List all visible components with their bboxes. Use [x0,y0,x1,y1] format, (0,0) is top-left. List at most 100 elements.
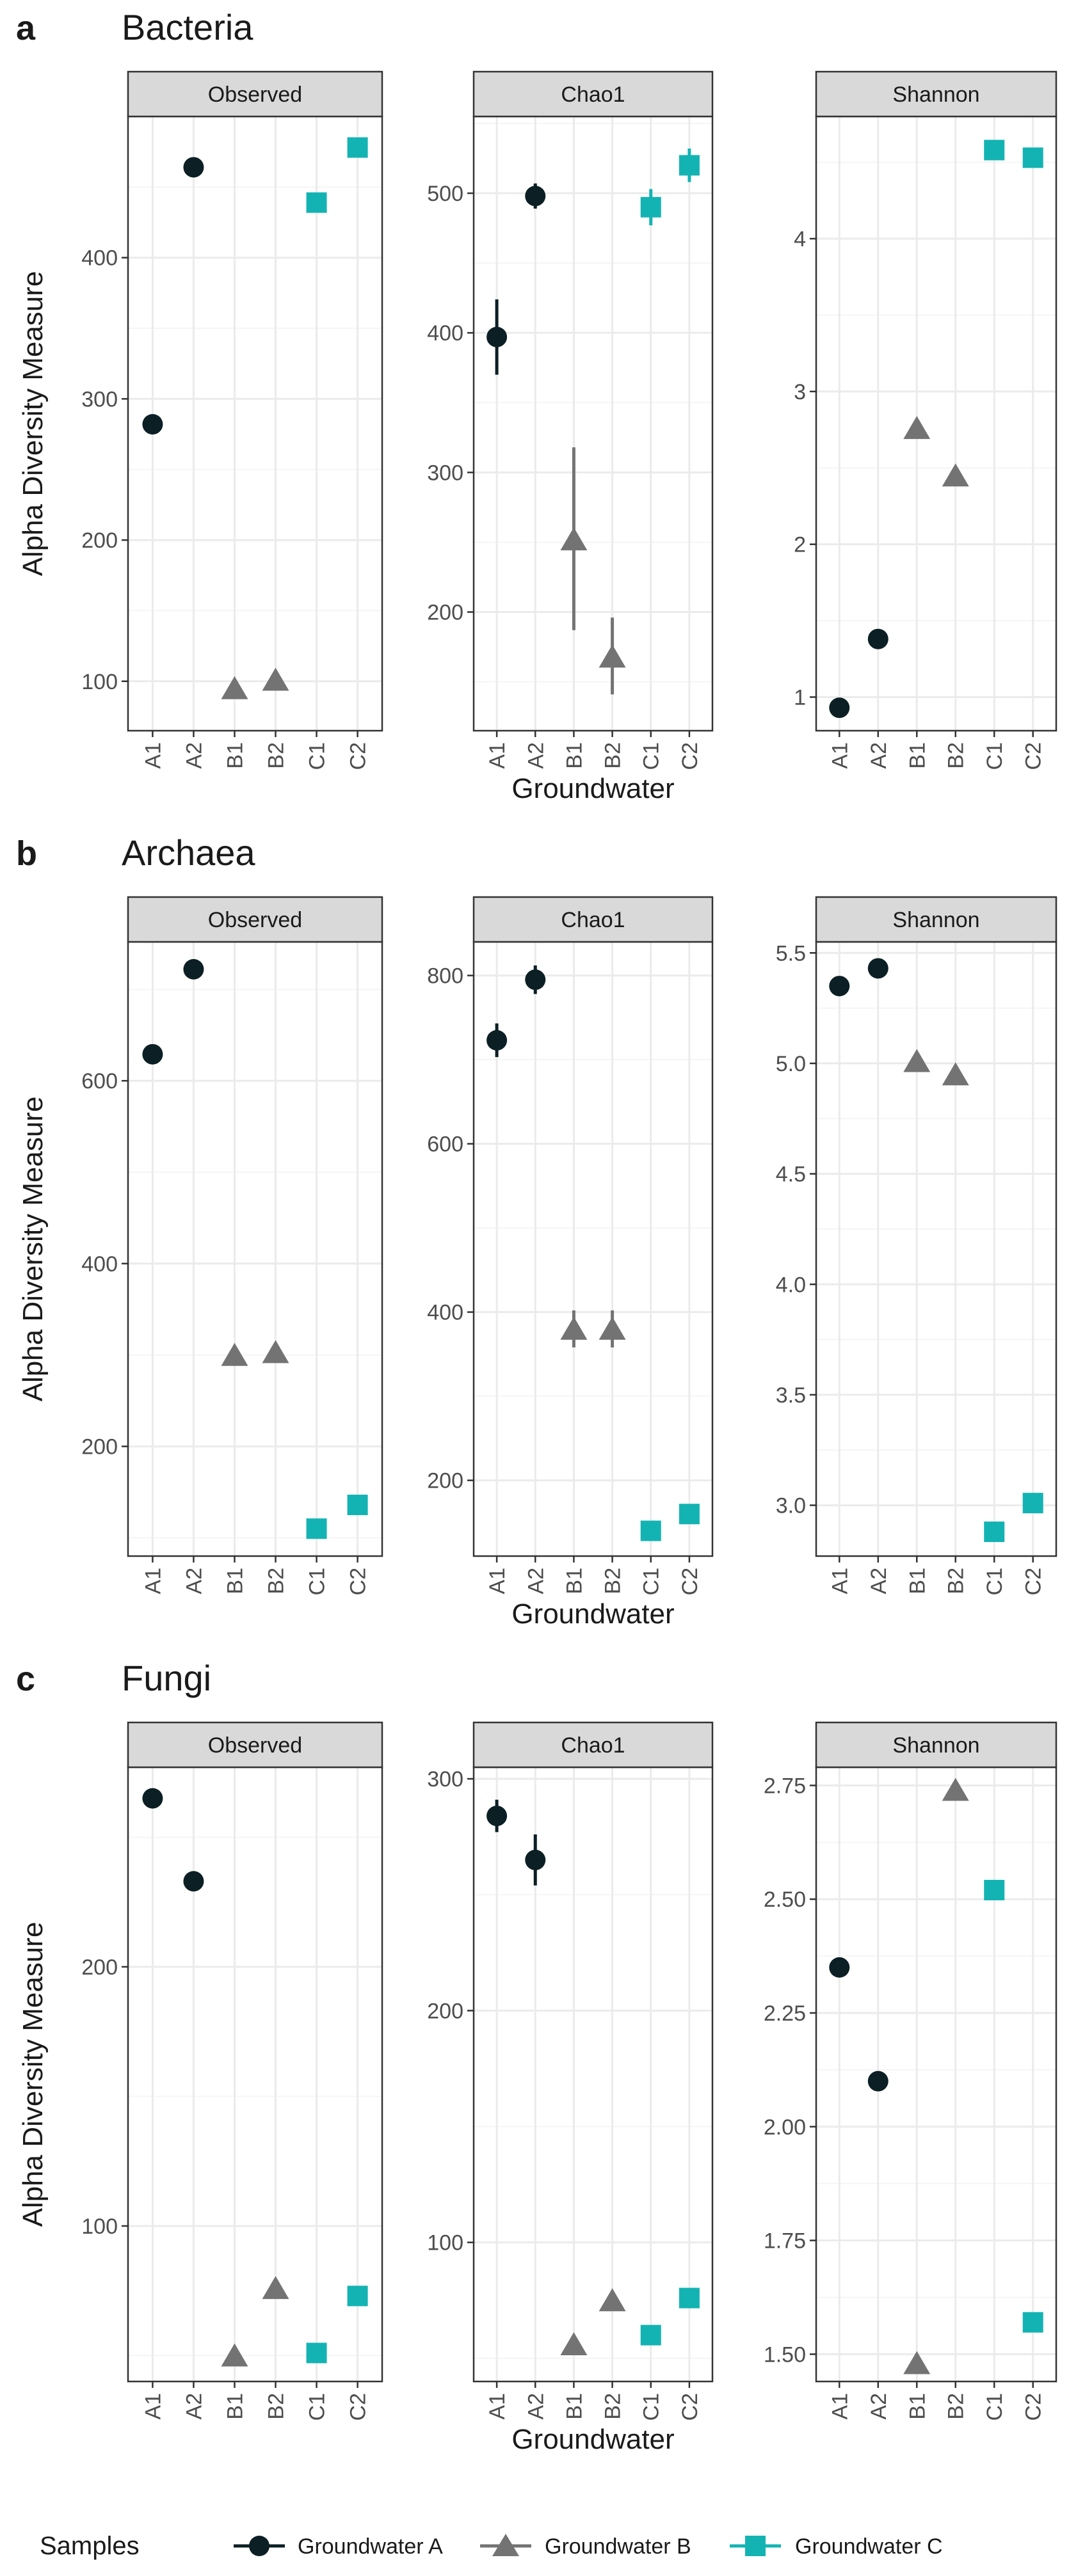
x-tick-label-c1: C1 [983,2393,1007,2421]
row-fungi: c Fungi Alpha Diversity Measure Groundwater… [16,1658,1057,2455]
x-tick-label-b1: B1 [223,2393,247,2420]
panel-bacteria-observed: Observed 100 200 300 400 A1 A2 B1 B2 C1 C2 [81,70,383,770]
x-tick-label-a2: A2 [524,1568,548,1594]
point-b2 [942,1062,969,1086]
y-tick-label: 3.0 [776,1494,806,1518]
plot-rows: a Bacteria Alpha Diversity Measure Groundwa… [16,7,1057,2455]
point-b2 [262,2276,289,2300]
point-c2 [1022,2312,1043,2333]
x-tick-label-b1: B1 [562,742,586,769]
point-c2 [347,1495,368,1515]
point-b2 [599,1316,626,1340]
y-tick-label: 2.75 [764,1774,806,1798]
panel-background [816,942,1056,1556]
point-c1 [984,139,1005,161]
y-tick-label: 1.50 [764,2342,806,2367]
x-tick-label-b2: B2 [944,2393,968,2420]
y-tick-label: 2.50 [764,1888,806,1912]
point-a2 [183,157,204,178]
x-tick-label-c2: C2 [678,1568,702,1595]
legend-item-groundwater-c: Groundwater C [730,2534,943,2559]
y-tick-label: 3 [794,380,806,404]
x-tick-label-a1: A1 [828,1568,852,1594]
y-tick-label: 2.25 [764,2001,806,2026]
x-tick-label-a2: A2 [524,742,548,769]
y-tick-label: 200 [81,1955,118,1980]
panel-background [474,942,712,1556]
x-tick-label-b2: B2 [601,742,625,769]
x-tick-label-a2: A2 [867,1568,891,1594]
strip-background [815,1721,1057,1769]
point-b1 [903,2351,931,2374]
y-tick-label: 600 [81,1069,118,1093]
legend-label-groundwater-b: Groundwater B [545,2534,691,2559]
y-tick-label: 100 [427,2231,463,2255]
x-tick-label-b1: B1 [562,2393,586,2420]
y-tick-label: 400 [427,321,463,346]
point-c1 [306,2342,327,2364]
x-tick-label-a1: A1 [141,2393,165,2420]
x-tick-label-a1: A1 [141,1568,165,1594]
x-tick-label-b1: B1 [905,1568,929,1594]
panel-background [128,116,382,731]
legend-label-groundwater-a: Groundwater A [298,2534,443,2559]
y-tick-label: 4 [794,227,806,251]
x-tick-label-b2: B2 [264,2393,289,2420]
strip-background [815,70,1057,118]
y-axis-label: Alpha Diversity Measure [17,271,49,576]
y-tick-label: 4.0 [776,1273,806,1297]
x-tick-label-b2: B2 [601,1568,625,1594]
x-tick-label-b1: B1 [223,1568,247,1594]
x-tick-label-c1: C1 [305,742,330,770]
point-c1 [984,1880,1005,1900]
point-b1 [903,416,931,440]
y-tick-label: 100 [81,670,118,694]
row-title-bacteria: Bacteria [122,7,253,47]
point-a1 [486,1030,508,1051]
x-tick-label-a2: A2 [524,2393,548,2420]
point-b2 [262,1340,289,1364]
point-b1 [221,676,248,699]
point-b2 [942,463,969,487]
panel-background [128,942,382,1556]
point-c1 [640,2325,661,2346]
strip-label: Chao1 [561,83,625,107]
point-a2 [183,1871,204,1892]
panel-fungi-observed: Observed 100 200 A1 A2 B1 B2 C1 C2 [81,1721,383,2421]
legend-triangle-icon [492,2534,519,2556]
point-a2 [525,969,546,990]
row-letter-b: b [16,834,37,873]
x-tick-label-c1: C1 [983,742,1007,770]
y-tick-label: 800 [427,964,463,989]
panel-background [474,116,712,731]
x-tick-label-a2: A2 [867,742,891,769]
point-a2 [525,1849,546,1870]
point-a2 [525,186,546,207]
point-c2 [679,2287,700,2309]
point-c1 [640,1520,661,1541]
x-tick-label-b1: B1 [562,1568,586,1594]
y-tick-label: 100 [81,2214,118,2239]
x-tick-label-a1: A1 [828,742,852,769]
point-c2 [1022,1493,1043,1514]
x-tick-label-b1: B1 [905,2393,929,2420]
x-tick-label-c2: C2 [1022,742,1046,770]
y-tick-label: 200 [427,1469,463,1493]
panel-background [474,1767,712,2381]
row-title-fungi: Fungi [122,1658,211,1698]
x-tick-label-c2: C2 [346,1568,371,1595]
point-a1 [829,1957,850,1978]
strip-background [472,70,714,118]
x-axis-label: Groundwater [511,773,674,804]
point-b2 [262,667,289,691]
panel-background [816,1767,1056,2381]
strip-label: Observed [208,1733,302,1758]
row-title-archaea: Archaea [122,832,255,873]
y-tick-label: 2 [794,533,806,557]
y-tick-label: 1.75 [764,2229,806,2254]
x-tick-label-a1: A1 [485,1568,510,1594]
point-b2 [599,644,626,668]
y-tick-label: 400 [81,246,118,271]
x-tick-label-a2: A2 [182,2393,206,2420]
strip-background [127,1721,383,1769]
